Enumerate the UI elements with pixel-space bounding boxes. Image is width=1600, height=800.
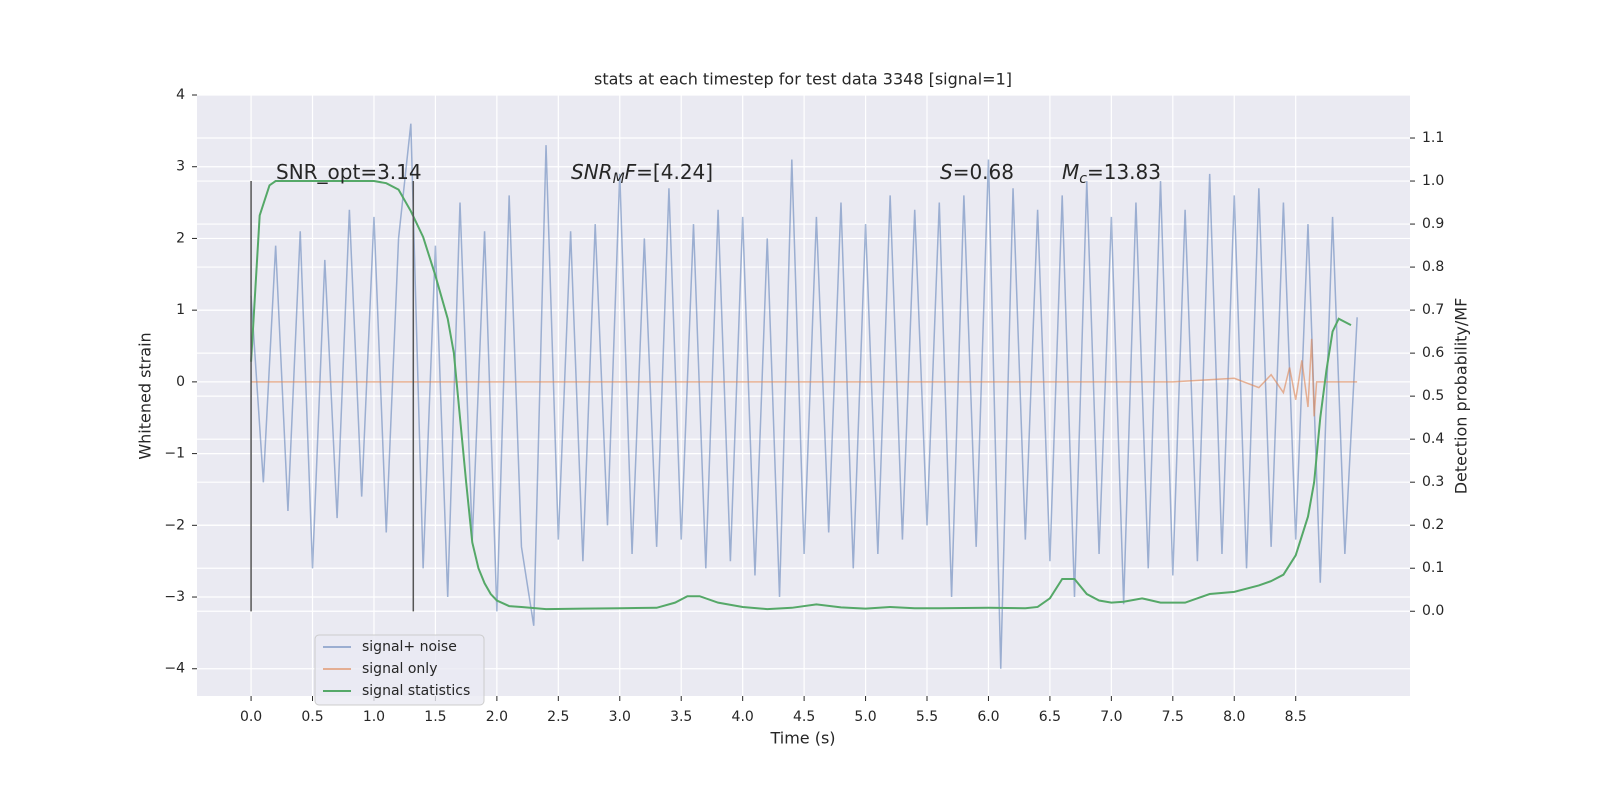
x-tick-label: 2.0 xyxy=(486,709,508,725)
legend-label: signal+ noise xyxy=(362,639,457,655)
y2-tick-label: 0.4 xyxy=(1422,431,1444,447)
y2-tick-label: 0.9 xyxy=(1422,216,1444,232)
x-tick-label: 1.5 xyxy=(424,709,446,725)
x-tick-label: 0.0 xyxy=(240,709,262,725)
x-tick-label: 3.0 xyxy=(609,709,631,725)
y-axis-label: Whitened strain xyxy=(136,332,155,459)
annotation-part: SNR xyxy=(571,160,613,184)
annotation: S=0.68 xyxy=(940,160,1014,184)
x-tick-label: 0.5 xyxy=(301,709,323,725)
y-tick-label: 2 xyxy=(176,230,185,246)
annotation-part: S xyxy=(940,160,953,184)
y2-tick-label: 0.0 xyxy=(1422,603,1444,619)
annotation-part: =13.83 xyxy=(1087,160,1161,184)
legend-label: signal only xyxy=(362,661,437,677)
x-tick-label: 1.0 xyxy=(363,709,385,725)
x-tick-label: 8.5 xyxy=(1285,709,1307,725)
annotation-part: M xyxy=(1062,160,1079,184)
y-tick-label: −3 xyxy=(164,589,185,605)
y-tick-label: 3 xyxy=(176,159,185,175)
annotation-part: =[4.24] xyxy=(636,160,713,184)
y2-tick-label: 0.6 xyxy=(1422,345,1444,361)
series-line xyxy=(250,123,1358,669)
grid xyxy=(192,94,1415,701)
x-tick-label: 6.0 xyxy=(977,709,999,725)
y2-axis-label: Detection probability/MF xyxy=(1452,298,1471,495)
annotation-part: c xyxy=(1079,171,1087,187)
y2-tick-label: 0.1 xyxy=(1422,560,1444,576)
x-tick-label: 5.0 xyxy=(854,709,876,725)
x-axis-label: Time (s) xyxy=(769,729,835,748)
y2-tick-label: 1.1 xyxy=(1422,130,1444,146)
chart-title: stats at each timestep for test data 334… xyxy=(594,70,1012,89)
y-tick-label: 1 xyxy=(176,302,185,318)
x-tick-label: 4.0 xyxy=(732,709,754,725)
y-tick-label: −4 xyxy=(164,661,185,677)
y-tick-label: 0 xyxy=(176,374,185,390)
x-tick-label: 6.5 xyxy=(1039,709,1061,725)
legend-box xyxy=(314,634,485,706)
series-line xyxy=(251,338,1358,417)
y2-tick-label: 0.7 xyxy=(1422,302,1444,318)
y-tick-label: −1 xyxy=(164,446,185,462)
annotation-part: M xyxy=(613,171,625,187)
plot-area xyxy=(197,95,1410,696)
x-tick-label: 4.5 xyxy=(793,709,815,725)
annotation: SNRMF=[4.24] xyxy=(571,160,713,188)
x-tick-label: 7.5 xyxy=(1162,709,1184,725)
x-tick-label: 3.5 xyxy=(670,709,692,725)
annotation: Mc=13.83 xyxy=(1062,160,1161,188)
annotation: SNR_opt=3.14 xyxy=(276,160,422,184)
x-tick-label: 8.0 xyxy=(1223,709,1245,725)
annotation-part: =0.68 xyxy=(953,160,1014,184)
x-tick-label: 2.5 xyxy=(547,709,569,725)
x-tick-label: 5.5 xyxy=(916,709,938,725)
y2-tick-label: 0.3 xyxy=(1422,474,1444,490)
marks xyxy=(250,123,1358,669)
x-tick-label: 7.0 xyxy=(1100,709,1122,725)
y2-tick-label: 0.2 xyxy=(1422,517,1444,533)
series-line xyxy=(250,180,1352,611)
legend-label: signal statistics xyxy=(362,683,470,699)
y-tick-label: 4 xyxy=(176,87,185,103)
labels: 0.0 0.5 1.0 1.5 2.0 2.5 3.0 3.5 4.0 4.5 5.0 5.5 6.0 6… xyxy=(164,87,1444,725)
y2-tick-label: 0.5 xyxy=(1422,388,1444,404)
y2-tick-label: 1.0 xyxy=(1422,173,1444,189)
annotation-part: F xyxy=(625,160,637,184)
y-tick-label: −2 xyxy=(164,517,185,533)
annotation-part: SNR_opt=3.14 xyxy=(276,160,422,184)
y2-tick-label: 0.8 xyxy=(1422,259,1444,275)
